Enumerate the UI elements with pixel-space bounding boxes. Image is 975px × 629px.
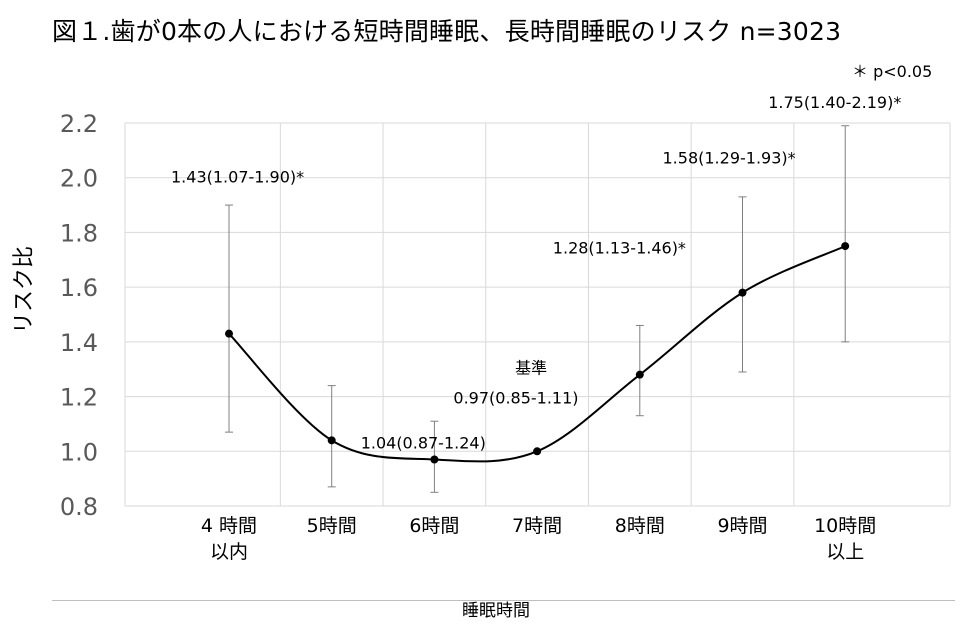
- data-label: 1.43(1.07-1.90)*: [171, 168, 304, 187]
- data-label: 1.04(0.87-1.24): [361, 433, 486, 452]
- x-tick-label: 以内: [210, 541, 248, 563]
- x-tick-label: 5時間: [307, 515, 357, 537]
- x-tick-label: 6時間: [409, 515, 459, 537]
- x-axis-label: 睡眠時間: [462, 601, 530, 621]
- y-tick-label: 1.2: [60, 384, 98, 412]
- data-point: [841, 242, 850, 251]
- data-point: [225, 329, 233, 338]
- data-point: [738, 288, 747, 297]
- y-tick-label: 1.0: [60, 438, 98, 466]
- data-label: 1.58(1.29-1.93)*: [663, 149, 796, 168]
- data-point: [327, 436, 336, 445]
- bottom-divider: [52, 600, 955, 601]
- y-tick-label: 1.8: [60, 219, 98, 247]
- data-label: 0.97(0.85-1.11): [453, 388, 578, 407]
- data-label: 1.75(1.40-2.19)*: [768, 93, 901, 112]
- data-label: 1.28(1.13-1.46)*: [553, 239, 686, 258]
- series-line: [228, 245, 846, 463]
- chart-title: 図１.歯が0本の人における短時間睡眠、長時間睡眠のリスク n=3023: [52, 17, 842, 46]
- y-tick-label: 1.6: [60, 274, 98, 302]
- y-tick-label: 1.4: [60, 329, 98, 357]
- y-tick-label: 2.0: [60, 165, 98, 193]
- x-tick-label: 4 時間: [201, 515, 257, 537]
- data-point: [533, 447, 542, 456]
- x-tick-label: 10時間: [814, 515, 876, 537]
- data-point: [430, 455, 439, 464]
- x-tick-label: 7時間: [512, 515, 562, 537]
- y-tick-label: 2.2: [60, 110, 98, 138]
- x-tick-label: 8時間: [615, 515, 665, 537]
- y-tick-label: 0.8: [60, 493, 98, 521]
- x-tick-label: 以上: [826, 541, 864, 563]
- data-point: [635, 370, 644, 379]
- x-tick-label: 9時間: [717, 515, 767, 537]
- data-label: 基準: [515, 358, 547, 377]
- significance-note: ＊ p<0.05: [852, 62, 933, 81]
